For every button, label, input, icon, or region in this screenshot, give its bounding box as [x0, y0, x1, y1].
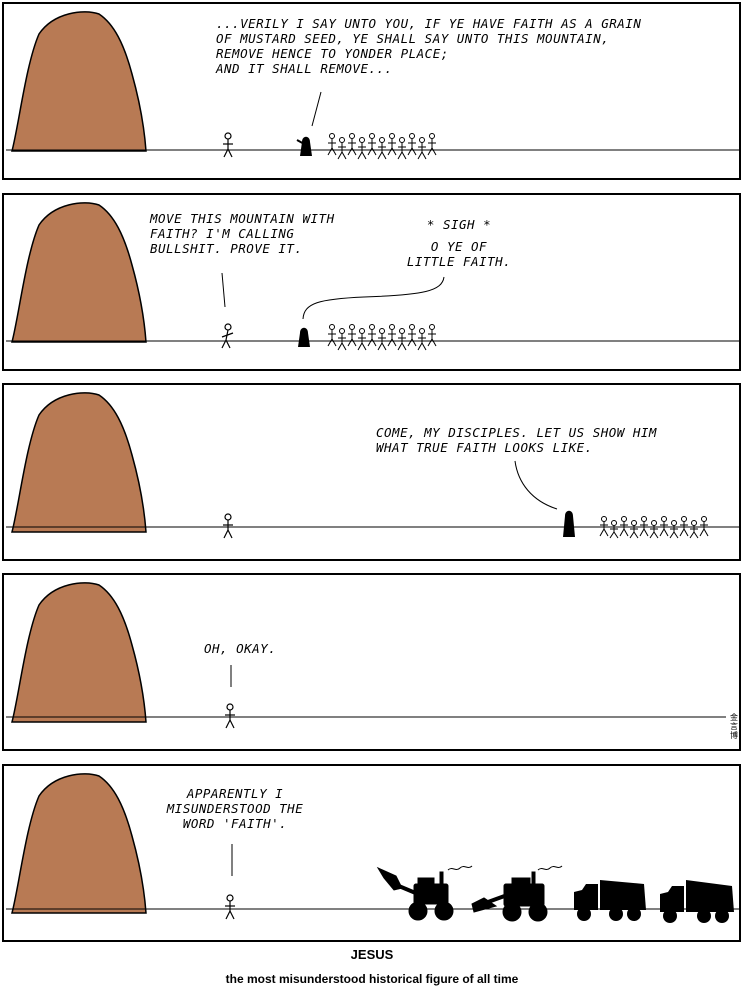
- jesus-speech: COME, MY DISCIPLES. LET US SHOW HIM WHAT…: [376, 425, 657, 455]
- artist-signature: 金 言 博: [730, 713, 738, 740]
- stick-figure-skeptic: [223, 513, 233, 539]
- mountain: [11, 582, 147, 723]
- panel-3-art: [6, 392, 739, 539]
- comic-panel-1: ...VERILY I SAY UNTO YOU, IF YE HAVE FAI…: [2, 2, 741, 180]
- mountain: [11, 11, 147, 152]
- stick-figure-skeptic: [225, 894, 235, 920]
- panel-1-art: [6, 11, 739, 160]
- comic-panel-5: APPARENTLY I MISUNDERSTOOD THE WORD 'FAI…: [2, 764, 741, 942]
- comic-panel-2: MOVE THIS MOUNTAIN WITH FAITH? I'M CALLI…: [2, 193, 741, 371]
- speech-tail-jesus: [302, 276, 445, 320]
- stick-figure-skeptic: [223, 132, 233, 158]
- jesus-speech: ...VERILY I SAY UNTO YOU, IF YE HAVE FAI…: [216, 16, 642, 76]
- stick-figure-skeptic: [225, 703, 235, 729]
- stick-figure-skeptic: [221, 323, 234, 349]
- comic-title: JESUS: [350, 947, 394, 962]
- speech-tail-skeptic: [221, 272, 226, 308]
- comic-panel-3: COME, MY DISCIPLES. LET US SHOW HIM WHAT…: [2, 383, 741, 561]
- jesus-reply: O YE OF LITTLE FAITH.: [406, 239, 512, 269]
- jesus-figure: [296, 136, 312, 156]
- skeptic-speech: OH, OKAY.: [204, 641, 277, 656]
- jesus-figure: [298, 327, 310, 347]
- jesus-figure: [563, 510, 575, 537]
- dump-truck-1: [574, 880, 646, 921]
- sigh-text: * SIGH *: [426, 217, 492, 232]
- disciples-group: [599, 516, 709, 539]
- speech-tail: [514, 460, 558, 510]
- panel-2-art: [6, 202, 739, 351]
- mountain: [11, 773, 147, 914]
- panel-5-art: [6, 773, 739, 923]
- comic-subtitle: the most misunderstood historical figure…: [225, 972, 519, 986]
- skeptic-speech: MOVE THIS MOUNTAIN WITH FAITH? I'M CALLI…: [150, 211, 335, 256]
- skeptic-speech: APPARENTLY I MISUNDERSTOOD THE WORD 'FAI…: [166, 786, 304, 831]
- mountain: [11, 392, 147, 533]
- disciples-group: [327, 324, 437, 351]
- speech-tail: [311, 91, 322, 127]
- mountain: [11, 202, 147, 343]
- comic-panel-4: OH, OKAY. 金 言 博: [2, 573, 741, 751]
- disciples-group: [327, 133, 437, 160]
- panel-4-art: [6, 582, 726, 729]
- front-loader-1: [376, 865, 473, 921]
- dump-truck-2: [660, 880, 734, 923]
- front-loader-2: [471, 865, 563, 922]
